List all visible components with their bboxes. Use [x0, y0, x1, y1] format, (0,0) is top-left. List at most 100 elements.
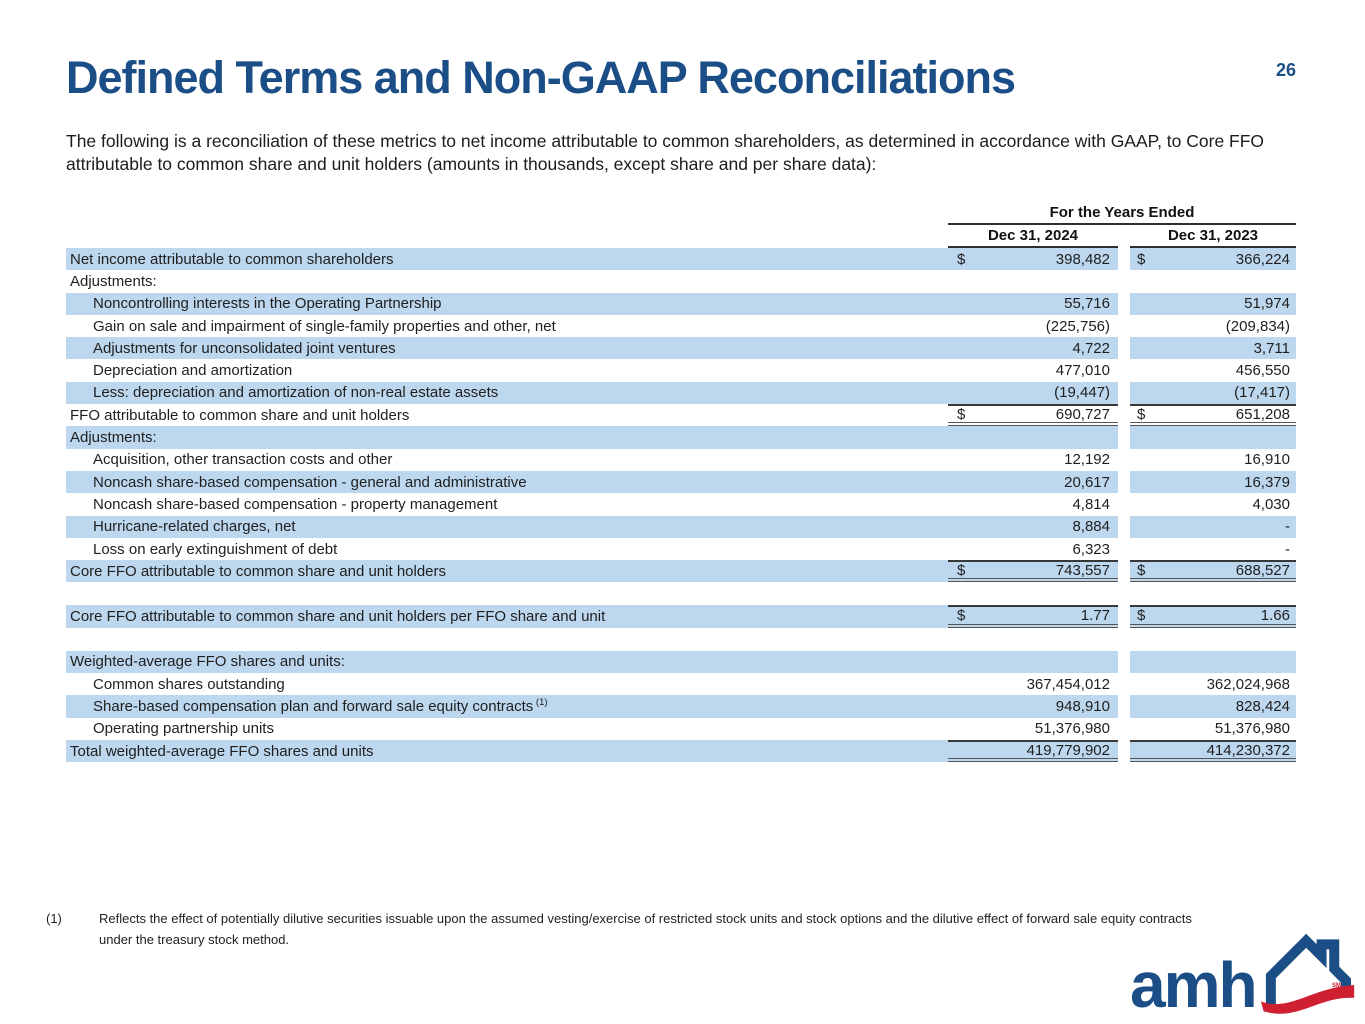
column-gap — [1118, 717, 1130, 740]
value-cell-2023 — [1130, 651, 1296, 673]
dollar-sign: $ — [957, 250, 966, 268]
row-label: Loss on early extinguishment of debt — [93, 540, 338, 558]
table-row: Gain on sale and impairment of single-fa… — [66, 314, 1296, 338]
table-header-group-row: For the Years Ended — [66, 202, 1296, 225]
amount-2023: (209,834) — [1225, 317, 1290, 335]
amount-2023: 456,550 — [1235, 362, 1290, 380]
amount-2023: 828,424 — [1235, 697, 1290, 715]
value-cell-2023: 414,230,372 — [1130, 739, 1296, 763]
dollar-sign: $ — [1137, 405, 1146, 423]
amount-2023: (17,417) — [1234, 384, 1290, 402]
amount-2023: 688,527 — [1235, 561, 1290, 579]
dollar-sign: $ — [957, 405, 966, 423]
value-cell-2024: 6,323 — [948, 538, 1118, 560]
column-gap — [1118, 493, 1130, 516]
intro-paragraph: The following is a reconciliation of the… — [66, 131, 1265, 175]
value-cell-2024: 12,192 — [948, 449, 1118, 471]
column-gap — [1118, 381, 1130, 405]
value-cell-2024: 4,722 — [948, 337, 1118, 359]
value-cell-2024: 477,010 — [948, 359, 1118, 381]
table-row: Hurricane-related charges, net 8,884 - — [66, 515, 1296, 538]
page-title: Defined Terms and Non-GAAP Reconciliatio… — [66, 52, 1016, 103]
column-gap — [1118, 470, 1130, 494]
row-label: FFO attributable to common share and uni… — [70, 406, 410, 424]
value-cell-2024: $1.77 — [948, 605, 1118, 628]
value-cell-2024: 8,884 — [948, 516, 1118, 538]
row-label: Core FFO attributable to common share an… — [70, 608, 606, 626]
amount-2024: 690,727 — [1055, 405, 1110, 423]
table-row: Less: depreciation and amortization of n… — [66, 381, 1296, 405]
amount-2023: 651,208 — [1235, 405, 1290, 423]
column-gap — [1118, 426, 1130, 449]
amount-2024: 419,779,902 — [1026, 741, 1110, 759]
column-gap — [1118, 695, 1130, 718]
footnote: (1) Reflects the effect of potentially d… — [46, 908, 1276, 951]
value-cell-2023: - — [1130, 538, 1296, 560]
row-label: Operating partnership units — [93, 720, 274, 738]
amount-2023: 16,379 — [1244, 473, 1290, 491]
table-row: Share-based compensation plan and forwar… — [66, 695, 1296, 718]
row-label: Adjustments: — [70, 429, 157, 447]
row-label: Noncash share-based compensation - prope… — [93, 495, 498, 513]
table-row: FFO attributable to common share and uni… — [66, 404, 1296, 427]
value-cell-2024: 367,454,012 — [948, 673, 1118, 695]
dollar-sign: $ — [1137, 250, 1146, 268]
dollar-sign: $ — [1137, 561, 1146, 579]
value-cell-2023: 4,030 — [1130, 493, 1296, 515]
value-cell-2024: 20,617 — [948, 471, 1118, 493]
value-cell-2023: 828,424 — [1130, 695, 1296, 717]
column-gap — [1118, 359, 1130, 382]
value-cell-2024 — [948, 270, 1118, 292]
value-cell-2024: 55,716 — [948, 293, 1118, 315]
column-gap — [1118, 248, 1130, 271]
dollar-sign: $ — [1137, 607, 1146, 625]
amount-2023: 1.66 — [1260, 607, 1290, 625]
value-cell-2024 — [948, 426, 1118, 448]
row-label: Adjustments for unconsolidated joint ven… — [93, 339, 396, 357]
value-cell-2024: 419,779,902 — [948, 739, 1118, 763]
value-cell-2024: (225,756) — [948, 315, 1118, 337]
amount-2024: 1.77 — [1080, 607, 1110, 625]
value-cell-2023 — [1130, 426, 1296, 448]
amount-2024: 743,557 — [1055, 561, 1110, 579]
table-row: Noncontrolling interests in the Operatin… — [66, 292, 1296, 315]
amh-logo-text: amh — [1130, 948, 1258, 1021]
table-row: Adjustments: — [66, 426, 1296, 449]
column-gap — [1118, 404, 1130, 427]
amh-logo: amh — [1130, 925, 1358, 1021]
amount-2024: 8,884 — [1072, 518, 1110, 536]
value-cell-2023: $651,208 — [1130, 404, 1296, 427]
column-gap — [1118, 448, 1130, 471]
column-header-2023: Dec 31, 2023 — [1130, 225, 1296, 248]
row-label: Hurricane-related charges, net — [93, 518, 296, 536]
amount-2024: 398,482 — [1055, 250, 1110, 268]
value-cell-2024: 948,910 — [948, 695, 1118, 717]
value-cell-2023 — [1130, 270, 1296, 292]
footnote-marker: (1) — [46, 911, 62, 926]
value-cell-2024: 4,814 — [948, 493, 1118, 515]
column-gap — [1118, 650, 1130, 674]
column-gap — [1118, 560, 1130, 583]
row-label: Core FFO attributable to common share an… — [70, 562, 447, 580]
row-label: Less: depreciation and amortization of n… — [93, 384, 499, 402]
amount-2024: 4,814 — [1072, 495, 1110, 513]
header-spacer — [66, 225, 948, 248]
header-column-gap — [1118, 225, 1130, 248]
amount-2024: (19,447) — [1054, 384, 1110, 402]
column-gap — [1118, 537, 1130, 561]
amount-2023: 414,230,372 — [1206, 741, 1290, 759]
column-header-2024: Dec 31, 2024 — [948, 225, 1118, 248]
dollar-sign: $ — [957, 607, 966, 625]
column-gap — [1118, 270, 1130, 293]
column-gap — [1118, 515, 1130, 538]
value-cell-2023: $1.66 — [1130, 605, 1296, 628]
row-label: Acquisition, other transaction costs and… — [93, 451, 393, 469]
amount-2024: 477,010 — [1055, 362, 1110, 380]
table-row: Net income attributable to common shareh… — [66, 248, 1296, 271]
amh-house-icon — [1260, 933, 1354, 1014]
service-mark-label: SM — [1332, 983, 1341, 989]
value-cell-2024: $743,557 — [948, 560, 1118, 583]
value-cell-2023: $688,527 — [1130, 560, 1296, 583]
value-cell-2024 — [948, 651, 1118, 673]
dollar-sign: $ — [957, 561, 966, 579]
